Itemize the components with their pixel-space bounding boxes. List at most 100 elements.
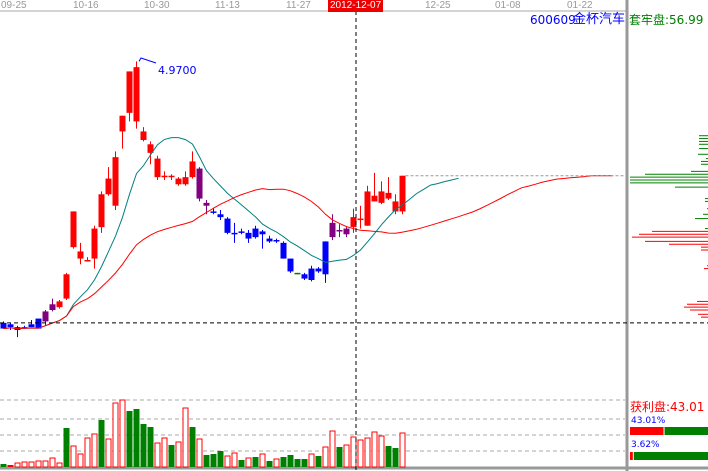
ma-long-line — [3, 175, 613, 330]
candle-body — [238, 231, 245, 233]
candle-body — [161, 175, 168, 178]
cursor-date-label: 2012-12-07 — [328, 0, 384, 12]
volume-bar — [77, 453, 84, 468]
date-label: 12-25 — [425, 0, 451, 11]
candle-body — [399, 175, 406, 212]
volume-bar — [210, 454, 217, 467]
volume-bar — [49, 457, 56, 468]
candle-body — [210, 211, 217, 213]
volume-bar — [336, 447, 343, 467]
trapped-chips-label: 套牢盘:56.99 — [629, 13, 704, 27]
volume-bar — [7, 465, 14, 467]
candle-body — [70, 211, 77, 248]
candle-body — [224, 218, 231, 233]
volume-bar — [238, 460, 245, 467]
peak-leader-line — [138, 57, 157, 64]
volume-bar — [385, 446, 392, 467]
ma-short-line — [3, 137, 459, 330]
volume-bar — [28, 461, 35, 468]
volume-bar — [357, 439, 364, 468]
volume-bar — [21, 461, 28, 468]
candle-body — [273, 240, 280, 242]
date-label: 01-08 — [495, 0, 521, 11]
candle-body — [49, 304, 56, 310]
volume-bar — [105, 438, 112, 468]
volume-bar — [56, 462, 63, 468]
volume-bar — [343, 444, 350, 468]
volume-bar — [196, 438, 203, 468]
candle-body — [280, 242, 287, 259]
candle-body — [63, 274, 70, 299]
candle-body — [112, 157, 119, 206]
candle-body — [98, 194, 105, 228]
volume-bar — [133, 409, 140, 467]
volume-bar — [0, 464, 7, 467]
volume-bar — [329, 430, 336, 468]
candle-body — [168, 175, 175, 178]
volume-bar — [119, 399, 126, 468]
date-label: 11-27 — [286, 0, 311, 11]
candle-body — [84, 260, 91, 262]
date-label: 01-22 — [567, 0, 593, 11]
volume-bar — [140, 424, 147, 467]
volume-bar — [203, 455, 210, 467]
volume-bar — [371, 431, 378, 468]
volume-bar — [182, 407, 189, 468]
candle-body — [133, 67, 140, 122]
candle-body — [28, 324, 35, 328]
candle-body — [357, 218, 364, 221]
volume-bar — [98, 420, 105, 467]
candle-body — [385, 192, 392, 199]
volume-bar — [287, 455, 294, 467]
candle-body — [147, 144, 154, 153]
candle-body — [7, 324, 14, 328]
volume-bar — [322, 446, 329, 468]
volume-bar — [259, 453, 266, 468]
date-label: 09-25 — [1, 0, 27, 11]
volume-bar — [63, 428, 70, 467]
candle-body — [336, 230, 343, 232]
candle-body — [105, 178, 112, 195]
candle-body — [371, 195, 378, 202]
peak-price-label: 4.9700 — [158, 64, 197, 77]
volume-bar — [224, 455, 231, 468]
candle-body — [203, 202, 210, 206]
volume-bar — [308, 453, 315, 468]
volume-bar — [14, 462, 21, 468]
volume-bar — [392, 448, 399, 467]
volume-bar — [70, 445, 77, 468]
volume-bar — [315, 456, 322, 467]
candle-body — [294, 272, 301, 275]
candle-body — [301, 274, 308, 279]
profit-ratio-bar-red — [630, 427, 664, 435]
volume-bar — [175, 441, 182, 468]
candle-body — [154, 158, 161, 178]
volume-bar — [189, 427, 196, 467]
candle-body — [245, 232, 252, 239]
volume-bar — [42, 460, 49, 468]
stock-name: 金杯汽车 — [573, 12, 626, 27]
candle-body — [119, 115, 126, 132]
second-ratio-bar-green — [633, 452, 708, 460]
second-ratio-bar-red — [630, 452, 633, 460]
volume-bar — [364, 437, 371, 468]
volume-bar — [294, 459, 301, 467]
date-label: 10-30 — [144, 0, 170, 11]
candle-body — [378, 191, 385, 203]
candle-body — [329, 222, 336, 238]
candle-body — [42, 311, 49, 322]
candle-body — [266, 238, 273, 242]
volume-bar — [84, 437, 91, 468]
volume-bar — [154, 442, 161, 468]
candle-body — [126, 71, 133, 113]
second-percent-label: 3.62% — [631, 440, 660, 450]
candle-body — [217, 214, 224, 218]
candle-body — [182, 177, 189, 185]
profit-percent-label: 43.01% — [631, 416, 666, 426]
candle-body — [231, 232, 238, 235]
candle-body — [0, 322, 7, 329]
volume-bar — [273, 458, 280, 468]
candle-body — [364, 191, 371, 226]
volume-bar — [35, 460, 42, 468]
